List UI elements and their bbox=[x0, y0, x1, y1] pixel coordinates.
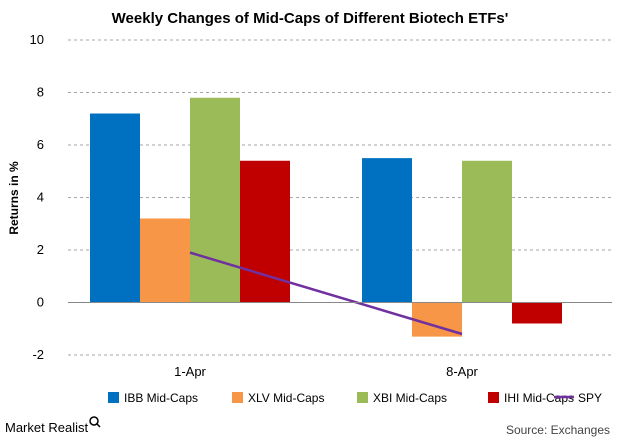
series-lines bbox=[189, 251, 463, 336]
bar-xlv-mid-caps-1-apr bbox=[140, 218, 190, 303]
legend-label-xbi-mid-caps: XBI Mid-Caps bbox=[373, 391, 447, 405]
y-axis-label: Returns in % bbox=[7, 161, 21, 235]
x-tick-label: 8-Apr bbox=[446, 364, 478, 379]
x-axis-ticks: 1-Apr 8-Apr bbox=[174, 364, 478, 379]
bar-ibb-mid-caps-8-apr bbox=[362, 158, 412, 303]
legend-label-spy: SPY bbox=[578, 391, 602, 405]
y-tick-label: 0 bbox=[37, 295, 44, 310]
bar-ibb-mid-caps-1-apr bbox=[90, 113, 140, 303]
bars bbox=[90, 97, 562, 337]
y-tick-label: 4 bbox=[37, 190, 44, 205]
source-note: Source: Exchanges bbox=[506, 423, 610, 437]
x-tick-label: 1-Apr bbox=[174, 364, 206, 379]
y-axis-ticks: -2 0 2 4 6 8 10 bbox=[30, 32, 44, 362]
y-tick-label: 8 bbox=[37, 85, 44, 100]
y-tick-label: 6 bbox=[37, 137, 44, 152]
brand-name: Market Realist bbox=[5, 420, 88, 435]
brand-logo: Market Realist bbox=[5, 416, 101, 435]
bar-xbi-mid-caps-8-apr bbox=[462, 160, 512, 303]
magnifier-icon bbox=[89, 416, 101, 428]
legend-swatch-ibb-mid-caps bbox=[108, 392, 119, 403]
bar-ihi-mid-caps-8-apr bbox=[512, 302, 562, 324]
bar-xbi-mid-caps-1-apr bbox=[190, 97, 240, 303]
legend-swatch-ihi-mid-caps bbox=[488, 392, 499, 403]
y-tick-label: 10 bbox=[30, 32, 44, 47]
legend-swatch-xlv-mid-caps bbox=[232, 392, 243, 403]
chart-title: Weekly Changes of Mid-Caps of Different … bbox=[112, 10, 509, 27]
y-tick-label: 2 bbox=[37, 242, 44, 257]
y-tick-label: -2 bbox=[32, 347, 44, 362]
line-spy bbox=[189, 251, 463, 336]
legend-label-ihi-mid-caps: IHI Mid-Caps bbox=[504, 391, 574, 405]
legend-swatch-xbi-mid-caps bbox=[357, 392, 368, 403]
legend-label-ibb-mid-caps: IBB Mid-Caps bbox=[124, 391, 198, 405]
legend: IBB Mid-Caps XLV Mid-Caps XBI Mid-Caps IHI … bbox=[108, 391, 602, 405]
legend-label-xlv-mid-caps: XLV Mid-Caps bbox=[248, 391, 324, 405]
